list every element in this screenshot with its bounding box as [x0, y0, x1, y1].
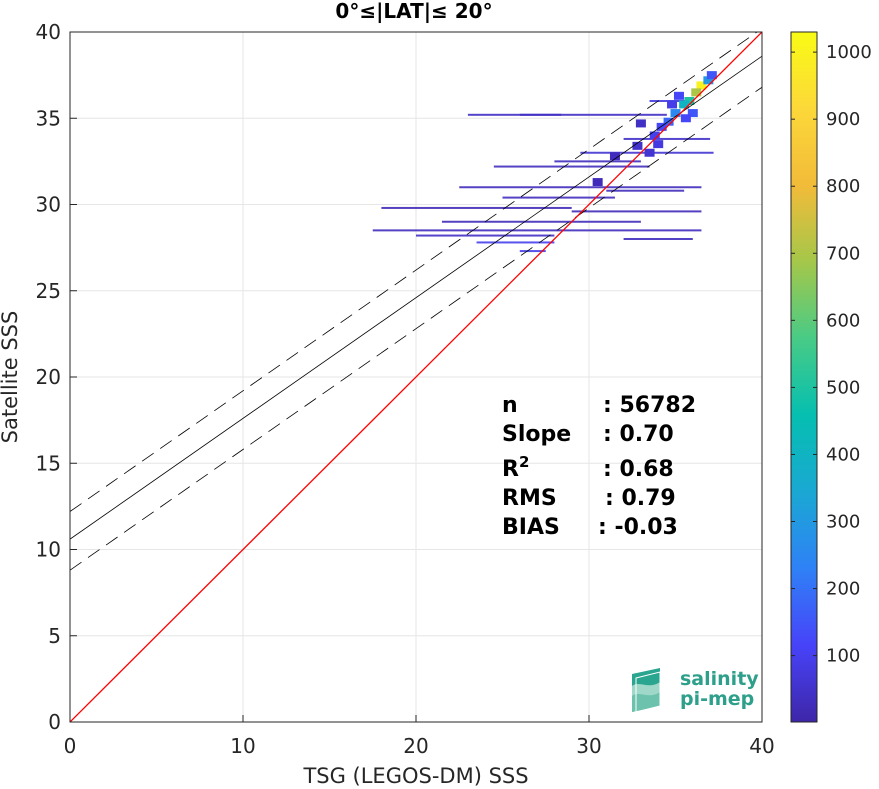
colorbar: [790, 31, 818, 723]
colorbar-tick-label: 600: [826, 310, 860, 331]
stat-label: R2: [502, 453, 529, 482]
density-cell: [680, 114, 691, 123]
colorbar-tick-label: 100: [826, 646, 860, 667]
density-cell: [679, 100, 690, 109]
density-cell: [667, 100, 678, 109]
colorbar-tick-label: 300: [826, 512, 860, 533]
density-streak: [571, 210, 702, 213]
density-cell: [691, 88, 702, 97]
x-tick-label: 30: [576, 734, 601, 758]
chart-title: 0°≤|LAT|≤ 20°: [335, 0, 492, 23]
density-cell: [696, 81, 707, 90]
identity-line: [70, 32, 762, 722]
y-tick-label: 25: [36, 279, 61, 303]
reference-lines: [70, 32, 762, 722]
density-cell: [687, 109, 698, 118]
density-cell: [673, 91, 684, 100]
logo-text-salinity: salinity: [680, 668, 759, 690]
density-cell: [649, 131, 660, 140]
density-streak: [606, 189, 685, 192]
density-cell: [609, 152, 620, 161]
density-cell: [684, 97, 695, 105]
density-streak: [476, 241, 555, 244]
x-ticks: 0 10 20 30 40: [64, 715, 775, 758]
density-streak: [519, 250, 546, 253]
y-axis-label: Satellite SSS: [0, 311, 22, 444]
stat-value: : -0.03: [598, 515, 678, 540]
stat-value: : 56782: [603, 393, 696, 418]
density-streak: [519, 113, 667, 116]
colorbar-tick-label: 500: [826, 377, 860, 398]
y-tick-label: 5: [48, 624, 61, 648]
fit-line: [70, 55, 762, 540]
y-tick-label: 10: [36, 538, 61, 562]
colorbar-tick-label: 200: [826, 579, 860, 600]
density-streak: [441, 220, 641, 223]
fit-lower-bound-line: [70, 86, 762, 571]
logo-text-pimep: pi-mep: [680, 688, 754, 710]
stat-label: BIAS: [502, 515, 560, 540]
wave-logo-icon: [632, 668, 661, 713]
colorbar-ticks: 100 200 300 400 500 600 700 800 900 1000: [791, 42, 872, 667]
density-cell: [670, 109, 681, 118]
density-cell: [656, 122, 667, 131]
stat-value: : 0.68: [603, 457, 674, 482]
density-streak: [372, 229, 702, 232]
colorbar-tick-label: 900: [826, 109, 860, 130]
density-cell: [592, 178, 603, 187]
y-tick-label: 35: [36, 106, 61, 130]
density-cell: [635, 119, 646, 128]
density-streak: [623, 137, 711, 140]
x-tick-label: 40: [749, 734, 774, 758]
y-tick-label: 30: [36, 193, 61, 217]
x-axis-label: TSG (LEGOS-DM) SSS: [302, 764, 528, 788]
density-streak: [381, 206, 572, 209]
density-streak: [459, 186, 702, 189]
density-cell: [632, 141, 643, 150]
stat-value: : 0.70: [603, 422, 674, 447]
y-tick-label: 20: [36, 365, 61, 389]
density-cell: [703, 76, 714, 85]
x-tick-label: 0: [64, 734, 77, 758]
logo: salinity pi-mep: [632, 668, 759, 713]
density-streak: [416, 234, 555, 237]
density-cell: [644, 148, 655, 157]
density-cell: [653, 140, 664, 149]
density-streak: [467, 113, 562, 116]
density-streak: [623, 238, 693, 240]
colorbar-tick-label: 700: [826, 243, 860, 264]
stat-label: Slope: [502, 422, 571, 447]
density-cell: [706, 71, 717, 80]
colorbar-tick-label: 1000: [826, 42, 872, 63]
y-tick-label: 15: [36, 451, 61, 475]
x-tick-label: 20: [403, 734, 428, 758]
density-streak: [493, 165, 650, 168]
stat-label: n: [502, 393, 518, 418]
y-tick-label: 0: [48, 710, 61, 734]
x-tick-label: 10: [230, 734, 255, 758]
y-ticks: 0 5 10 15 20 25 30 35 40: [36, 20, 77, 734]
colorbar-tick-label: 400: [826, 444, 860, 465]
stat-label: RMS: [502, 486, 557, 511]
y-tick-label: 40: [36, 20, 61, 44]
colorbar-tick-label: 800: [826, 176, 860, 197]
stat-value: : 0.79: [605, 486, 676, 511]
density-streak: [554, 160, 641, 163]
fit-upper-bound-line: [70, 32, 758, 512]
stats-box: n : 56782 Slope : 0.70 R2 : 0.68 RMS : 0.79 BIAS…: [502, 393, 696, 540]
